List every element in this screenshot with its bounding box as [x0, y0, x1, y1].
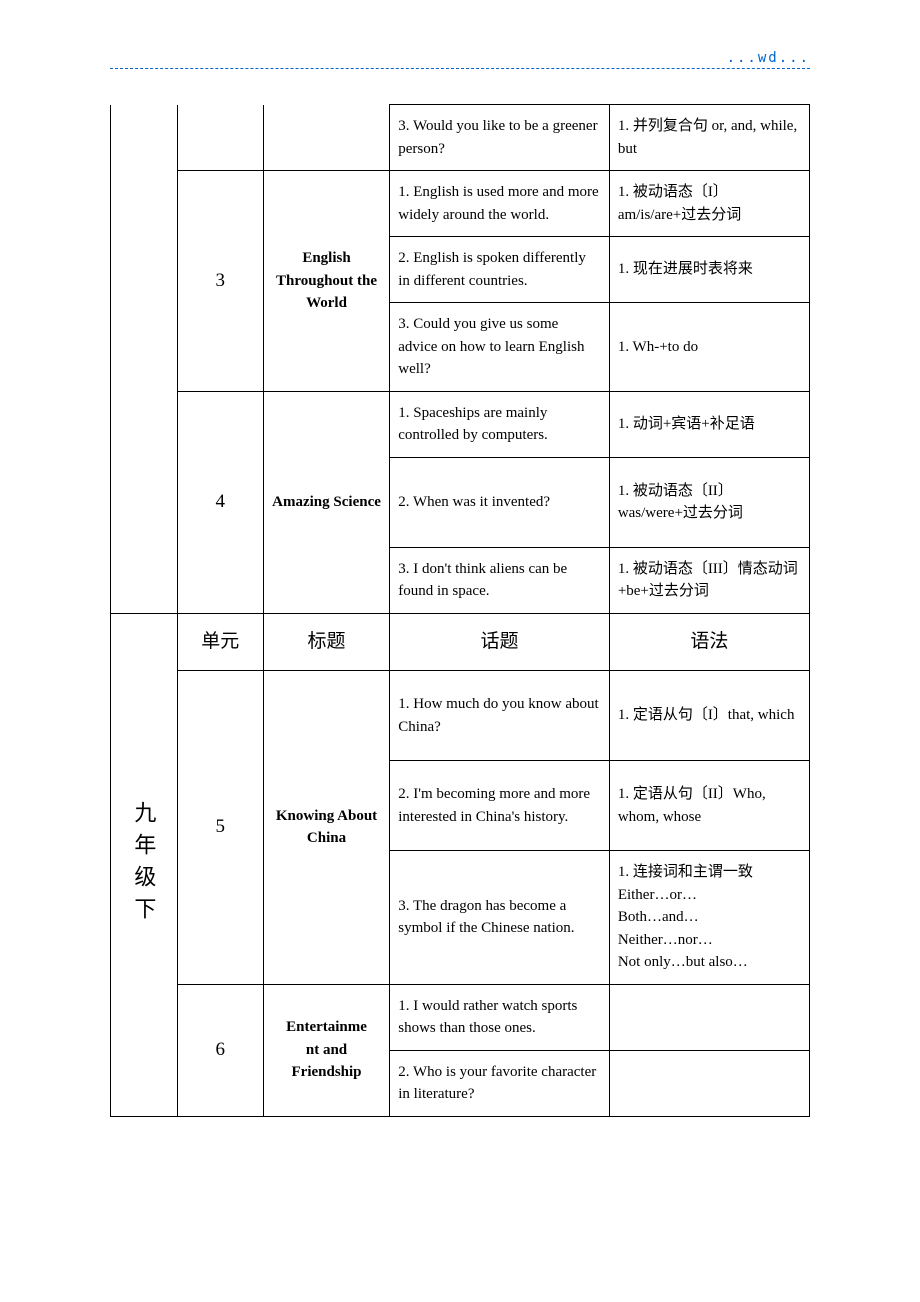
grammar-cell: 1. 现在进展时表将来	[609, 237, 809, 303]
table-row: 4 Amazing Science 1. Spaceships are main…	[111, 391, 810, 457]
topic-cell: 1. How much do you know about China?	[390, 671, 610, 761]
table-header-row: 九年级下 单元 标题 话题 语法	[111, 613, 810, 671]
unit-cell: 6	[177, 984, 263, 1116]
topic-cell: 3. I don't think aliens can be found in …	[390, 547, 610, 613]
title-cell: Knowing About China	[263, 671, 389, 985]
table-row: 3 English Throughout the World 1. Englis…	[111, 171, 810, 237]
grammar-cell: 1. Wh-+to do	[609, 303, 809, 392]
page-header: ...wd...	[110, 50, 810, 69]
grade-cell: 九年级下	[111, 613, 178, 1116]
topic-cell: 1. I would rather watch sports shows tha…	[390, 984, 610, 1050]
title-cell: Amazing Science	[263, 391, 389, 613]
grammar-cell	[609, 984, 809, 1050]
grammar-cell: 1. 并列复合句 or, and, while, but	[609, 105, 809, 171]
header-unit: 单元	[177, 613, 263, 671]
title-cell-empty	[263, 105, 389, 171]
table-row: 3. Would you like to be a greener person…	[111, 105, 810, 171]
grammar-cell: 1. 定语从句〔II〕Who, whom, whose	[609, 761, 809, 851]
topic-cell: 2. When was it invented?	[390, 457, 610, 547]
grammar-cell: 1. 动词+宾语+补足语	[609, 391, 809, 457]
topic-cell: 1. Spaceships are mainly controlled by c…	[390, 391, 610, 457]
unit-cell: 3	[177, 171, 263, 392]
table-row: 6 Entertainment andFriendship 1. I would…	[111, 984, 810, 1050]
unit-cell: 4	[177, 391, 263, 613]
topic-cell: 3. The dragon has become a symbol if the…	[390, 851, 610, 985]
topic-cell: 2. I'm becoming more and more interested…	[390, 761, 610, 851]
topic-cell: 3. Would you like to be a greener person…	[390, 105, 610, 171]
unit-cell-empty	[177, 105, 263, 171]
header-title: 标题	[263, 613, 389, 671]
grammar-cell: 1. 被动语态〔II〕was/were+过去分词	[609, 457, 809, 547]
header-grammar: 语法	[609, 613, 809, 671]
unit-cell: 5	[177, 671, 263, 985]
title-cell: Entertainment andFriendship	[263, 984, 389, 1116]
topic-cell: 2. English is spoken differently in diff…	[390, 237, 610, 303]
grammar-cell: 1. 被动语态〔III〕情态动词+be+过去分词	[609, 547, 809, 613]
title-cell: English Throughout the World	[263, 171, 389, 392]
header-text: ...wd...	[727, 50, 810, 66]
grammar-cell: 1. 被动语态〔I〕 am/is/are+过去分词	[609, 171, 809, 237]
curriculum-table: 3. Would you like to be a greener person…	[110, 104, 810, 1117]
grammar-cell	[609, 1050, 809, 1116]
topic-cell: 3. Could you give us some advice on how …	[390, 303, 610, 392]
grammar-cell: 1. 定语从句〔I〕that, which	[609, 671, 809, 761]
topic-cell: 1. English is used more and more widely …	[390, 171, 610, 237]
table-row: 5 Knowing About China 1. How much do you…	[111, 671, 810, 761]
topic-cell: 2. Who is your favorite character in lit…	[390, 1050, 610, 1116]
grammar-cell: 1. 连接词和主谓一致Either…or…Both…and…Neither…no…	[609, 851, 809, 985]
grade-label: 九年级下	[127, 801, 160, 929]
grade-cell-empty	[111, 105, 178, 614]
header-topic: 话题	[390, 613, 610, 671]
